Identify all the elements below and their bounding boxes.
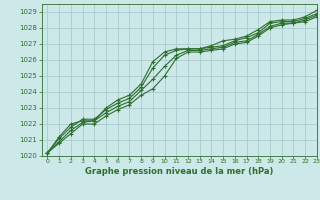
X-axis label: Graphe pression niveau de la mer (hPa): Graphe pression niveau de la mer (hPa) [85,167,273,176]
